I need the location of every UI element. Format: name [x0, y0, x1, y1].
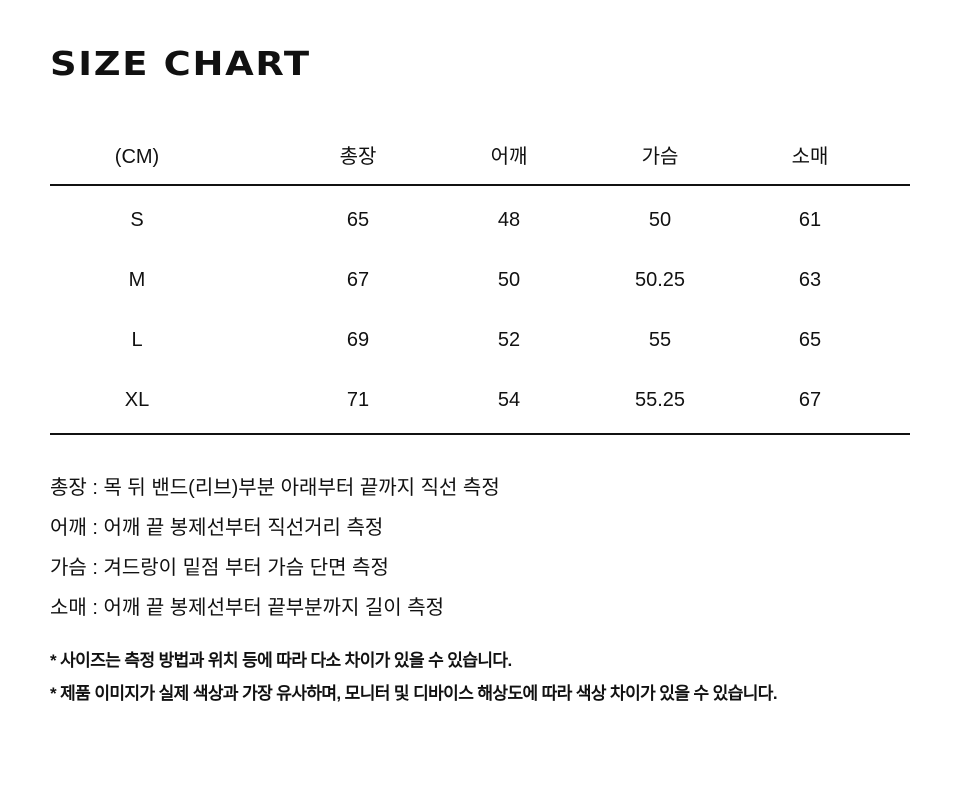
table-cell: 54 — [497, 389, 521, 411]
note-line: 가슴 : 겨드랑이 밑점 부터 가슴 단면 측정 — [50, 557, 389, 579]
table-cell: 67 — [346, 269, 370, 291]
table-cell: 67 — [798, 389, 822, 411]
footnote-line: * 사이즈는 측정 방법과 위치 등에 따라 다소 차이가 있을 수 있습니다. — [50, 651, 512, 670]
note-line: 총장 : 목 뒤 밴드(리브)부분 아래부터 끝까지 직선 측정 — [50, 477, 500, 499]
table-cell: 55.25 — [634, 389, 686, 411]
table-cell: 65 — [798, 329, 822, 351]
column-header: 총장 — [339, 146, 377, 168]
column-header: (CM) — [114, 146, 160, 168]
column-header: 소매 — [791, 146, 829, 168]
table-cell: 65 — [346, 209, 370, 231]
size-label: L — [131, 329, 143, 351]
size-label: XL — [124, 389, 150, 411]
note-line: 어깨 : 어깨 끝 봉제선부터 직선거리 측정 — [50, 517, 384, 539]
size-label: M — [128, 269, 146, 291]
table-cell: 50 — [497, 269, 521, 291]
table-cell: 63 — [798, 269, 822, 291]
column-header: 가슴 — [641, 146, 679, 168]
footnote-line: * 제품 이미지가 실제 색상과 가장 유사하며, 모니터 및 디바이스 해상도… — [50, 684, 778, 703]
table-cell: 55 — [648, 329, 672, 351]
table-cell: 50 — [648, 209, 672, 231]
table-cell: 71 — [346, 389, 370, 411]
table-bottom-divider — [50, 433, 910, 435]
header-divider — [50, 184, 910, 186]
size-label: S — [130, 209, 144, 231]
table-cell: 69 — [346, 329, 370, 351]
table-cell: 61 — [798, 209, 822, 231]
table-cell: 52 — [497, 329, 521, 351]
column-header: 어깨 — [490, 146, 528, 168]
table-cell: 48 — [497, 209, 521, 231]
table-cell: 50.25 — [634, 269, 686, 291]
page-title: SIZE CHART — [50, 44, 311, 83]
note-line: 소매 : 어깨 끝 봉제선부터 끝부분까지 길이 측정 — [50, 597, 445, 619]
